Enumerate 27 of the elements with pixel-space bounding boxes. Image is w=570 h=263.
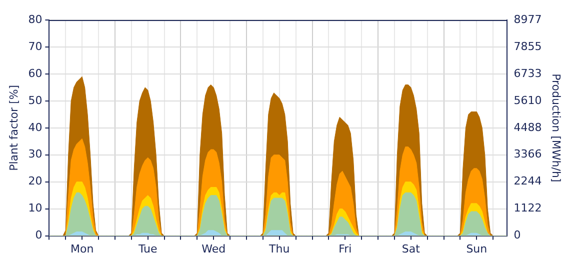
y2-axis-title: Production [MWh/h]: [550, 74, 563, 182]
y2-tick-label: 1122: [514, 202, 542, 215]
x-tick-label: Sat: [402, 242, 421, 256]
y-tick-label: 60: [28, 66, 42, 80]
y-tick-label: 50: [28, 94, 42, 107]
y-axis-title: Plant factor [%]: [7, 84, 20, 171]
y2-tick-label: 5610: [514, 94, 542, 107]
x-tick-label: Fri: [338, 242, 352, 256]
y-tick-label: 40: [28, 120, 42, 134]
y2-tick-label: 6733: [514, 66, 542, 80]
x-tick-label: Mon: [70, 242, 94, 256]
y2-tick-label: 7855: [514, 40, 542, 53]
y2-tick-label: 0: [514, 228, 521, 242]
y2-tick-label: 4488: [514, 120, 542, 134]
x-tick-label: Wed: [202, 242, 226, 256]
y-tick-label: 80: [28, 12, 42, 26]
x-tick-label: Thu: [268, 242, 290, 256]
y-tick-label: 70: [28, 40, 42, 53]
x-tick-label: Sun: [466, 242, 488, 256]
y2-tick-label: 3366: [514, 148, 542, 161]
y-tick-label: 30: [28, 148, 42, 161]
y2-tick-label: 8977: [514, 12, 542, 26]
y2-tick-label: 2244: [514, 174, 542, 188]
y-tick-label: 0: [35, 228, 42, 242]
y-tick-label: 20: [28, 174, 42, 188]
y-tick-label: 10: [28, 202, 42, 215]
x-tick-label: Tue: [137, 242, 158, 256]
